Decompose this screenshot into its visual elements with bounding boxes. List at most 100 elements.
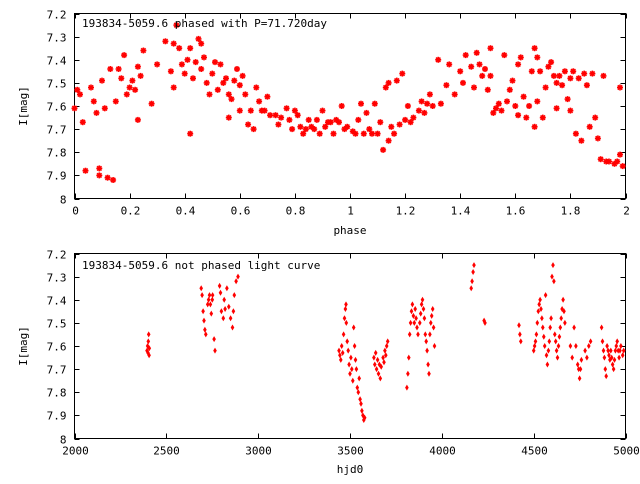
data-point xyxy=(140,47,147,54)
data-point xyxy=(588,338,593,345)
data-point xyxy=(212,336,216,343)
x-tick-labels: 2000 2500 3000 3500 4000 4500 5000 xyxy=(62,445,640,458)
x-tick-label: 1.2 xyxy=(396,205,416,218)
data-point xyxy=(351,324,356,331)
data-point xyxy=(575,75,582,82)
data-point xyxy=(221,315,226,322)
data-point xyxy=(110,177,117,183)
data-points xyxy=(71,22,626,183)
data-point xyxy=(526,103,533,109)
data-point xyxy=(360,407,364,414)
data-point xyxy=(373,349,378,356)
data-point xyxy=(558,324,563,331)
data-point xyxy=(407,331,412,338)
data-point xyxy=(384,343,389,349)
data-point xyxy=(553,338,558,345)
y-tick-label: 7.2 xyxy=(47,9,67,22)
data-point xyxy=(236,82,243,89)
data-point xyxy=(420,296,425,303)
data-point xyxy=(374,130,381,137)
x-tick-label: 0.6 xyxy=(231,205,251,218)
data-point xyxy=(579,356,584,363)
data-point xyxy=(313,116,320,123)
data-point xyxy=(385,338,390,345)
data-point xyxy=(393,77,400,84)
data-point xyxy=(618,347,622,354)
data-point xyxy=(457,68,464,75)
data-point xyxy=(384,352,388,359)
data-point xyxy=(294,112,301,119)
data-point xyxy=(289,126,296,133)
data-point xyxy=(539,114,546,121)
data-point xyxy=(126,84,133,91)
data-point xyxy=(176,45,183,52)
data-point xyxy=(212,59,218,66)
data-point xyxy=(101,105,108,112)
data-point xyxy=(540,315,544,322)
data-point xyxy=(341,331,346,338)
x-tick-label: 0.8 xyxy=(286,205,306,218)
data-point xyxy=(382,84,389,91)
y-tick-label: 7.6 xyxy=(47,101,67,114)
data-point xyxy=(594,135,601,142)
data-point xyxy=(173,22,180,29)
y-tick-label: 7.6 xyxy=(47,341,67,354)
y-tick-labels: 7.2 7.3 7.4 7.5 7.6 7.7 7.8 7.9 8 xyxy=(47,249,67,447)
data-point xyxy=(545,63,552,70)
plot-frame xyxy=(74,13,626,199)
data-point xyxy=(533,338,538,345)
plot-frame xyxy=(74,253,626,439)
x-tick-label: 1.4 xyxy=(451,205,471,218)
data-point xyxy=(585,354,589,361)
data-point xyxy=(319,107,326,114)
data-point xyxy=(600,72,607,79)
data-point xyxy=(340,349,345,356)
data-point xyxy=(574,343,578,349)
data-point xyxy=(487,72,494,79)
data-point xyxy=(415,107,422,114)
data-point xyxy=(586,123,593,130)
data-point xyxy=(234,66,240,72)
data-point xyxy=(599,324,604,331)
data-point xyxy=(239,72,246,79)
data-point xyxy=(336,119,342,126)
data-point xyxy=(129,77,136,84)
data-point xyxy=(225,285,229,292)
data-point xyxy=(77,91,83,98)
data-point xyxy=(236,273,240,280)
y-tick-label: 8 xyxy=(60,434,67,447)
data-point xyxy=(352,343,357,349)
data-point xyxy=(344,319,349,326)
data-point xyxy=(617,151,623,158)
data-point xyxy=(388,123,395,130)
data-point xyxy=(473,49,480,56)
data-point xyxy=(471,269,475,275)
data-point xyxy=(421,109,428,116)
data-point xyxy=(302,126,309,133)
data-point xyxy=(614,158,621,165)
data-point xyxy=(557,333,562,340)
data-point xyxy=(228,96,235,103)
data-point xyxy=(422,315,427,322)
data-point xyxy=(352,130,359,137)
data-point xyxy=(556,72,563,79)
data-point xyxy=(520,93,527,100)
data-point xyxy=(561,68,568,75)
data-point xyxy=(429,103,436,109)
data-point xyxy=(380,146,387,153)
data-point xyxy=(264,93,271,100)
chart-title: 193834-5059.6 not phased light curve xyxy=(82,259,320,272)
data-point xyxy=(218,289,223,296)
data-point xyxy=(399,70,406,77)
data-point xyxy=(581,70,588,77)
data-point xyxy=(234,278,238,285)
data-point xyxy=(375,356,380,363)
data-point xyxy=(99,77,105,84)
data-point xyxy=(242,91,249,98)
data-point xyxy=(346,347,350,354)
data-point xyxy=(198,66,205,72)
data-point xyxy=(147,352,151,359)
data-point xyxy=(231,308,236,315)
data-point xyxy=(232,292,237,299)
data-point xyxy=(146,331,151,338)
